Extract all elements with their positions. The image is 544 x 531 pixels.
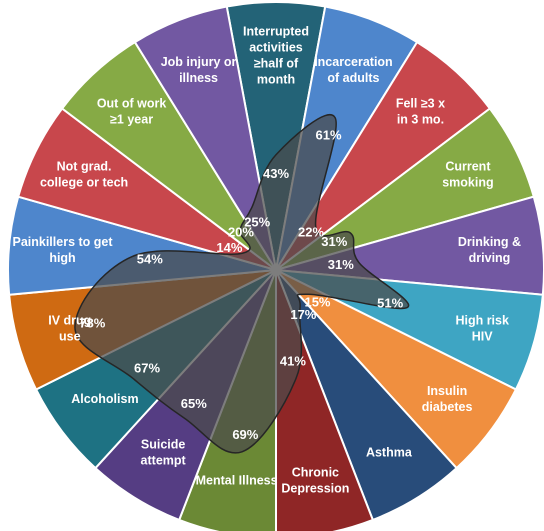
value-labels: 43%61%22%31%31%51%15%17%41%69%65%67%78%5… — [79, 127, 403, 442]
value-label-job-injury-or-illness: 25% — [244, 215, 270, 230]
value-label-out-of-work-1-year: 20% — [228, 225, 254, 240]
category-label-job-injury-or-illness: Job injury or illness — [161, 55, 237, 85]
value-label-painkillers-to-get-high: 54% — [137, 251, 163, 266]
value-label-iv-drug-use: 78% — [79, 315, 105, 330]
value-label-asthma: 17% — [290, 307, 316, 322]
value-label-drinking-driving: 31% — [328, 257, 354, 272]
risk-overlay-area — [74, 114, 410, 454]
category-label-out-of-work-1-year: Out of work ≥1 year — [97, 97, 166, 127]
value-label-interrupted-activities-half-of-month: 43% — [263, 166, 289, 181]
category-label-mental-illness: Mental Illness — [196, 474, 278, 488]
value-label-alcoholism: 67% — [134, 360, 160, 375]
slices — [7, 1, 544, 531]
category-label-interrupted-activities-half-of-month: Interrupted activities ≥half of month — [243, 25, 309, 87]
category-label-painkillers-to-get-high: Painkillers to get high — [12, 235, 113, 265]
slice-job-injury-or-illness — [133, 5, 277, 271]
category-label-asthma: Asthma — [366, 445, 413, 459]
category-label-chronic-depression: Chronic Depression — [281, 466, 349, 496]
value-label-fell-3-x-in-3-mo: 22% — [298, 225, 324, 240]
category-label-suicide-attempt: Suicide attempt — [141, 437, 187, 467]
value-label-insulin-diabetes: 15% — [304, 294, 330, 309]
category-label-incarceration-of-adults: Incarceration of adults — [314, 55, 393, 85]
category-label-high-risk-hiv: High risk HIV — [455, 314, 509, 344]
category-label-iv-drug-use: IV drug use — [48, 314, 91, 344]
category-label-insulin-diabetes: Insulin diabetes — [422, 384, 473, 414]
value-label-not-grad-college-or-tech: 14% — [216, 240, 242, 255]
value-label-suicide-attempt: 65% — [181, 396, 207, 411]
category-label-fell-3-x-in-3-mo: Fell ≥3 x in 3 mo. — [396, 97, 445, 127]
category-label-alcoholism: Alcoholism — [71, 392, 138, 406]
category-label-drinking-driving: Drinking & driving — [458, 235, 521, 265]
value-label-mental-illness: 69% — [232, 427, 258, 442]
category-label-current-smoking: Current smoking — [442, 159, 493, 189]
value-label-high-risk-hiv: 51% — [377, 295, 403, 310]
category-label-not-grad-college-or-tech: Not grad. college or tech — [40, 159, 128, 189]
value-label-chronic-depression: 41% — [280, 353, 306, 368]
value-label-current-smoking: 31% — [321, 234, 347, 249]
category-labels: Interrupted activities ≥half of monthIncarc… — [12, 25, 521, 496]
value-label-incarceration-of-adults: 61% — [316, 127, 342, 142]
